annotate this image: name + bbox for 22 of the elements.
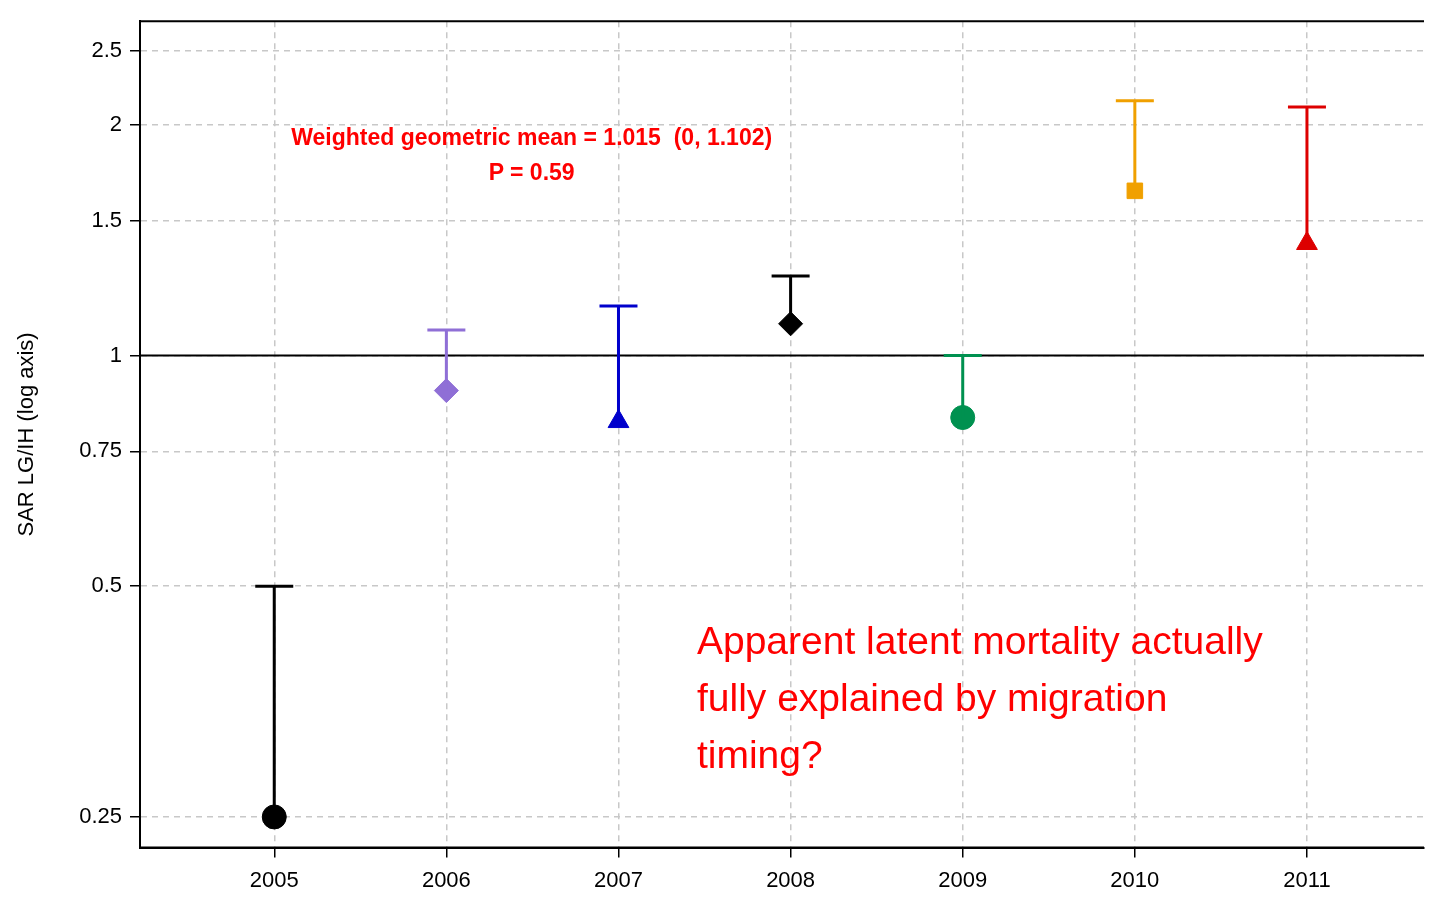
x-tick-label: 2008 [766,866,816,892]
x-tick-label: 2007 [594,866,643,892]
x-tick-label: 2006 [421,866,471,892]
y-tick-label: 0.25 [79,803,122,828]
x-tick-label: 2011 [1283,866,1331,892]
x-tick-label: 2010 [1110,866,1160,892]
annotation: P = 0.59 [488,158,575,185]
y-tick-label: 2 [109,110,122,136]
y-tick-label: 1 [109,341,122,367]
annotation: Apparent latent mortality actually fully explained by migration timing? [696,618,1264,776]
y-tick-label: 0.75 [79,437,122,463]
point [261,804,287,830]
point [778,311,804,337]
y-tick-label: 1.5 [91,206,122,232]
y-tick-label: 0.5 [91,572,122,598]
x-tick-label: 2005 [249,866,299,892]
y-tick-label: 2.5 [91,36,122,62]
annotation: Weighted geometric mean = 1.015 (0, 1.102) [291,123,773,150]
point [950,405,976,431]
y-axis-title: SAR LG/IH (log axis) [13,332,39,537]
x-tick-label: 2009 [938,866,988,892]
point [1126,182,1144,200]
